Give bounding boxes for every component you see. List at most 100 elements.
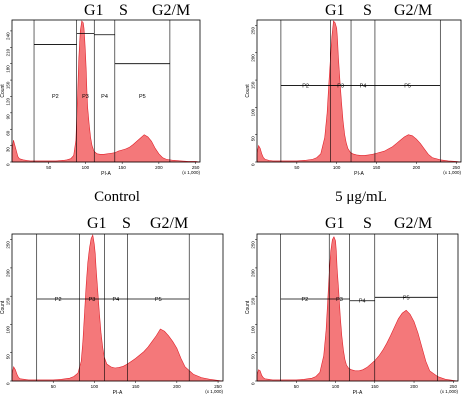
x-tick-label: 250 (192, 165, 200, 170)
histogram-area (11, 234, 224, 382)
y-tick-label: 120 (6, 97, 11, 105)
y-tick-label: 0 (6, 382, 11, 385)
x-tick-label: 200 (410, 384, 418, 389)
y-tick-label: 30 (6, 147, 11, 153)
gate-label-p5: P5 (139, 94, 146, 100)
x-axis-title: PI-A (353, 390, 363, 396)
x-tick-label: 100 (82, 165, 90, 170)
gate-label-p3: P3 (82, 94, 89, 100)
phase-label-g2m: G2/M (394, 2, 432, 19)
phase-label-g1: G1 (325, 215, 345, 232)
x-tick-label: 200 (413, 165, 421, 170)
gate-label-p4: P4 (359, 299, 366, 305)
phase-label-s: S (119, 2, 128, 19)
x-axis-title: PI-A (354, 171, 364, 177)
y-tick-label: 250 (6, 241, 11, 249)
gate-label-p2: P2 (302, 297, 309, 303)
y-tick-label: 200 (251, 54, 256, 62)
phase-label-g1: G1 (87, 215, 107, 232)
gate-label-p4: P4 (112, 297, 119, 303)
x-multiplier-label: (x 1,000) (440, 389, 458, 394)
y-axis-title: Count (245, 300, 251, 314)
bottom-left-phase-labels: G1 S G2/M (87, 215, 188, 232)
x-tick-label: 250 (214, 384, 222, 389)
phase-label-g2m: G2/M (150, 215, 188, 232)
x-tick-label: 150 (132, 384, 140, 389)
y-tick-label: 100 (251, 325, 256, 333)
y-tick-label: 100 (251, 108, 256, 116)
gate-label-p3: P3 (337, 84, 344, 90)
phase-label-g1: G1 (84, 2, 104, 19)
y-tick-label: 60 (6, 130, 11, 136)
plot-frame (256, 233, 459, 382)
x-tick-label: 150 (118, 165, 126, 170)
x-tick-label: 50 (51, 384, 57, 389)
gate-label-p3: P3 (336, 297, 343, 303)
x-tick-label: 100 (333, 165, 341, 170)
caption-5ug-ml: 5 μg/mL (335, 189, 387, 205)
gate-label-p5: P5 (155, 297, 162, 303)
x-tick-label: 50 (294, 384, 300, 389)
plot-frame (11, 233, 224, 382)
y-tick-label: 100 (6, 325, 11, 333)
gate-label-p5: P5 (403, 295, 410, 301)
y-tick-label: 0 (251, 382, 256, 385)
bottom-right-phase-labels: G1 S G2/M (325, 215, 432, 232)
x-multiplier-label: (x 1,000) (443, 170, 461, 175)
phase-label-g2m: G2/M (152, 2, 190, 19)
x-tick-label: 100 (332, 384, 340, 389)
y-tick-label: 200 (251, 269, 256, 277)
x-axis-title: PI-A (113, 390, 123, 396)
y-axis-title: Count (245, 84, 251, 98)
gate-label-p3: P3 (89, 297, 96, 303)
y-tick-label: 150 (6, 81, 11, 89)
x-multiplier-label: (x 1,000) (205, 389, 223, 394)
x-multiplier-label: (x 1,000) (182, 170, 200, 175)
gate-label-p2: P2 (55, 297, 62, 303)
y-tick-label: 0 (6, 163, 11, 166)
x-tick-label: 250 (450, 384, 458, 389)
histogram-area (256, 20, 462, 163)
y-tick-label: 0 (251, 163, 256, 166)
x-tick-label: 250 (452, 165, 460, 170)
x-tick-label: 50 (294, 165, 300, 170)
caption-control: Control (94, 189, 140, 205)
y-tick-label: 250 (251, 26, 256, 34)
histogram-panel-control: P2 P3 P4 P5 0 30 60 90 120 150 180 210 240 50 100 150 20… (0, 19, 201, 177)
gate-label-p2: P2 (302, 84, 309, 90)
y-tick-label: 240 (6, 32, 11, 40)
y-axis-title: Count (0, 84, 6, 98)
y-axis-title: Count (0, 300, 6, 314)
y-tick-label: 50 (251, 136, 256, 142)
x-tick-label: 200 (173, 384, 181, 389)
phase-label-g1: G1 (325, 2, 345, 19)
top-right-phase-labels: G1 S G2/M (325, 2, 432, 19)
y-tick-label: 180 (6, 65, 11, 73)
y-tick-label: 150 (251, 297, 256, 305)
x-tick-label: 150 (373, 165, 381, 170)
y-tick-label: 200 (6, 269, 11, 277)
x-axis-title: PI-A (101, 171, 111, 177)
plot-frame (256, 19, 462, 163)
plot-frame (11, 19, 201, 163)
y-tick-label: 150 (251, 81, 256, 89)
gate-label-p2: P2 (52, 94, 59, 100)
y-tick-label: 210 (6, 48, 11, 56)
gate-label-p4: P4 (101, 94, 108, 100)
y-tick-label: 50 (6, 354, 11, 360)
phase-label-g2m: G2/M (394, 215, 432, 232)
histogram-area (256, 236, 459, 382)
y-tick-label: 150 (6, 297, 11, 305)
x-tick-label: 100 (91, 384, 99, 389)
gate-label-p5: P5 (404, 84, 411, 90)
histogram-area (11, 20, 201, 163)
x-tick-label: 200 (155, 165, 163, 170)
x-tick-label: 150 (371, 384, 379, 389)
gate-label-p4: P4 (360, 84, 367, 90)
top-left-phase-labels: G1 S G2/M (84, 2, 190, 19)
phase-label-s: S (363, 215, 372, 232)
